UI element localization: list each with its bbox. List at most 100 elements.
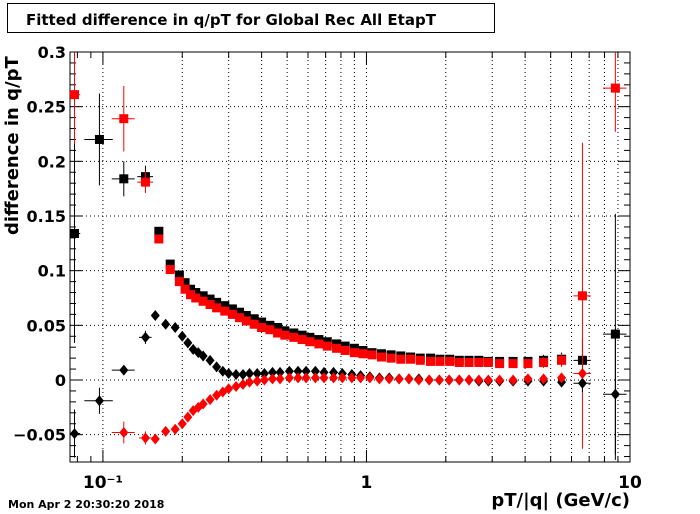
data-point [414,374,424,386]
square-marker [464,358,474,368]
diamond-marker [577,377,587,389]
square-marker [508,359,518,369]
x-tick-label: 10 [618,473,642,493]
diamond-marker [365,372,375,384]
data-point [154,234,164,244]
diamond-marker [474,374,484,386]
square-marker [349,348,359,358]
diamond-marker [577,367,587,379]
square-marker [280,330,290,340]
square-marker [227,309,237,319]
data-point [180,284,190,294]
diamond-marker [329,372,339,384]
data-point [426,356,436,366]
y-axis-label: difference in q/pT [2,56,23,235]
data-point [603,52,627,132]
square-marker [174,277,184,287]
data-point [111,85,135,152]
diamond-marker [267,366,277,378]
data-point [154,226,164,236]
diamond-marker [252,375,262,387]
data-point [212,303,222,313]
data-point [161,318,171,330]
diamond-marker [212,361,222,373]
diamond-marker [424,374,434,386]
data-point [289,332,299,342]
diamond-marker [177,418,187,430]
data-point [267,366,277,378]
data-point [483,374,493,386]
square-marker [154,226,164,236]
square-marker [257,323,267,333]
data-point [445,356,455,366]
data-point [415,355,425,365]
square-marker [495,359,505,369]
data-point [305,337,315,347]
data-point [386,353,396,363]
data-point [238,378,248,390]
square-marker [191,293,201,303]
diamond-marker [177,330,187,342]
data-point [231,381,241,393]
square-marker [212,303,222,313]
data-point [235,313,245,323]
square-marker [577,291,587,301]
square-marker [523,359,533,369]
data-point [170,322,180,334]
data-point [273,328,283,338]
y-tick-label: 0.2 [38,152,66,171]
data-point [573,142,591,449]
square-marker [198,296,208,306]
diamond-marker [198,350,208,362]
data-point [464,374,474,386]
data-point [241,316,251,326]
data-point [205,394,215,406]
diamond-marker [119,364,129,376]
data-point [231,369,241,381]
data-point [273,323,283,333]
diamond-marker [319,372,329,384]
data-point [265,325,275,335]
data-point [150,309,160,321]
diamond-marker [301,372,311,384]
diamond-marker [454,374,464,386]
data-point [69,124,81,343]
data-point [603,213,627,455]
square-marker [140,177,150,187]
data-point [424,374,434,386]
diamond-marker [119,426,129,438]
plot-frame [69,51,631,463]
square-marker [305,337,315,347]
diamond-marker [610,388,620,400]
data-point [212,361,222,373]
data-point [280,330,290,340]
diamond-marker [140,432,150,444]
data-point [220,306,230,316]
square-marker [454,358,464,368]
data-point [220,301,230,311]
data-point [444,374,454,386]
data-point [183,411,193,423]
data-point [245,367,255,379]
data-point [198,350,208,362]
diamond-marker [356,372,366,384]
data-point [224,367,234,379]
diamond-marker [293,365,303,377]
square-marker [212,297,222,307]
data-point [259,374,269,386]
diamond-marker [495,374,505,386]
square-marker [227,304,237,314]
chart-title: Fitted difference in q/pT for Global Rec… [26,11,436,29]
diamond-marker [483,374,493,386]
y-tick-label: 0.3 [38,43,66,62]
diamond-marker [293,372,303,384]
data-markers [69,52,627,460]
data-point [495,359,505,369]
chart-title-box: Fitted difference in q/pT for Global Rec… [7,3,495,33]
square-marker [483,358,493,368]
square-marker [474,358,484,368]
data-point [180,278,190,288]
data-point [183,337,193,349]
square-marker [241,316,251,326]
data-point [454,358,464,368]
